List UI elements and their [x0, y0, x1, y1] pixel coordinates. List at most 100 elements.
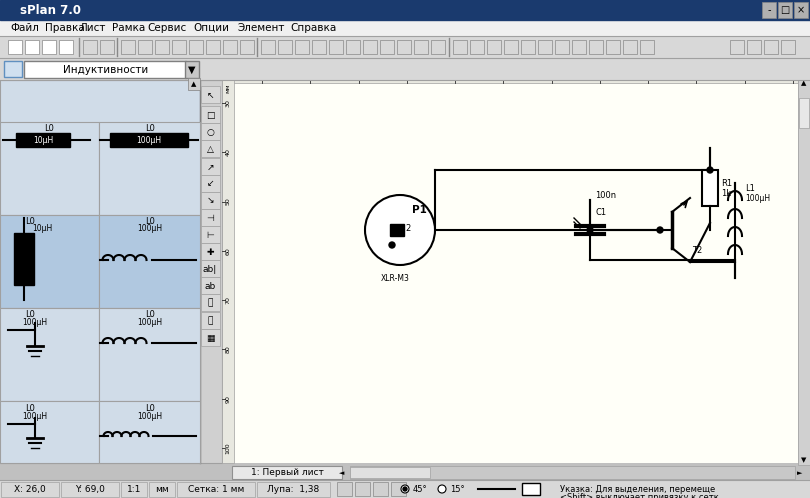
Text: Лупа:  1,38: Лупа: 1,38	[267, 485, 320, 494]
Circle shape	[389, 242, 395, 248]
Text: 110: 110	[738, 74, 752, 80]
Text: Опции: Опции	[193, 23, 229, 33]
Text: Лист: Лист	[80, 23, 106, 33]
Bar	[373, 482, 388, 496]
Text: 2: 2	[405, 224, 411, 233]
Text: Справка: Справка	[290, 23, 336, 33]
Bar	[99, 122, 200, 215]
Bar	[16, 133, 70, 147]
Text: ×: ×	[797, 5, 805, 15]
Bar	[312, 40, 326, 54]
Text: 100μH: 100μH	[23, 318, 48, 327]
Text: ↖: ↖	[207, 91, 214, 100]
Text: L1: L1	[745, 183, 755, 193]
Circle shape	[401, 485, 409, 493]
Text: 1k: 1k	[721, 189, 731, 198]
Text: мм: мм	[225, 83, 231, 93]
Bar	[83, 40, 97, 54]
Bar	[206, 40, 220, 54]
Bar	[121, 40, 135, 54]
Text: L0: L0	[145, 124, 155, 132]
Bar	[201, 329, 220, 346]
Text: 50: 50	[225, 198, 231, 206]
Text: мм: мм	[156, 485, 168, 494]
Text: 100μH: 100μH	[23, 411, 48, 420]
Text: ▲: ▲	[801, 80, 807, 86]
Bar	[623, 40, 637, 54]
Bar	[453, 40, 467, 54]
Bar	[295, 40, 309, 54]
Text: ⛰: ⛰	[207, 298, 213, 307]
Bar	[261, 40, 275, 54]
Text: Элемент: Элемент	[238, 23, 285, 33]
Text: 1: Первый лист: 1: Первый лист	[250, 468, 323, 477]
Text: ◄: ◄	[339, 470, 344, 476]
Bar	[764, 40, 778, 54]
Text: 90: 90	[644, 74, 653, 80]
Text: Файл: Файл	[10, 23, 39, 33]
Bar	[762, 2, 776, 18]
Text: Правка: Правка	[45, 23, 85, 33]
Bar	[201, 158, 220, 175]
Bar	[794, 2, 808, 18]
Text: X: 26,0: X: 26,0	[14, 485, 46, 494]
Text: 30: 30	[354, 74, 363, 80]
Bar	[337, 482, 352, 496]
Bar	[189, 40, 203, 54]
Bar	[223, 40, 237, 54]
Text: 100μH: 100μH	[745, 194, 770, 203]
Text: 40: 40	[225, 148, 231, 156]
Text: 100μH: 100μH	[138, 224, 163, 233]
Bar	[702, 170, 718, 206]
Text: ►: ►	[797, 470, 803, 476]
Text: 80: 80	[595, 74, 604, 80]
Bar	[201, 86, 220, 103]
Text: 100μH: 100μH	[138, 318, 163, 327]
Bar	[487, 40, 501, 54]
Bar	[257, 482, 330, 497]
Text: 10μH: 10μH	[33, 135, 53, 144]
Bar	[391, 482, 406, 496]
Text: Рамка: Рамка	[112, 23, 145, 33]
Bar	[606, 40, 620, 54]
Text: 100μH: 100μH	[138, 411, 163, 420]
Bar	[397, 40, 411, 54]
Bar	[522, 483, 540, 495]
Text: Y: 69,0: Y: 69,0	[75, 485, 105, 494]
Bar	[61, 482, 119, 497]
Text: L0: L0	[145, 217, 155, 226]
Text: ↗: ↗	[207, 162, 214, 171]
Circle shape	[365, 195, 435, 265]
Text: ⊣: ⊣	[206, 214, 214, 223]
Bar	[201, 243, 220, 260]
Text: XLR-M3: XLR-M3	[381, 273, 409, 282]
Bar	[200, 80, 222, 463]
Text: L0: L0	[44, 124, 54, 132]
Text: Nbcd: Nbcd	[28, 34, 48, 43]
Bar	[0, 36, 810, 58]
Bar	[431, 40, 445, 54]
Bar	[470, 40, 484, 54]
Bar	[155, 40, 169, 54]
Bar	[138, 40, 152, 54]
Bar	[0, 308, 99, 401]
Bar	[149, 482, 175, 497]
Text: ↘: ↘	[207, 197, 214, 206]
Text: 120: 120	[787, 74, 799, 80]
Bar	[201, 277, 220, 294]
Bar	[390, 224, 404, 236]
Text: 15°: 15°	[450, 485, 465, 494]
Text: -: -	[767, 5, 771, 15]
Text: Сетка: 1 мм: Сетка: 1 мм	[188, 485, 244, 494]
Bar	[538, 40, 552, 54]
Bar	[363, 40, 377, 54]
Bar	[201, 192, 220, 209]
Text: C1: C1	[595, 208, 606, 217]
Bar	[232, 466, 342, 479]
Bar	[355, 482, 370, 496]
Bar	[0, 215, 99, 308]
Text: 10μH: 10μH	[32, 224, 52, 233]
Text: ►: ►	[70, 34, 76, 43]
Text: Индуктивности: Индуктивности	[63, 65, 148, 75]
Bar	[521, 40, 535, 54]
